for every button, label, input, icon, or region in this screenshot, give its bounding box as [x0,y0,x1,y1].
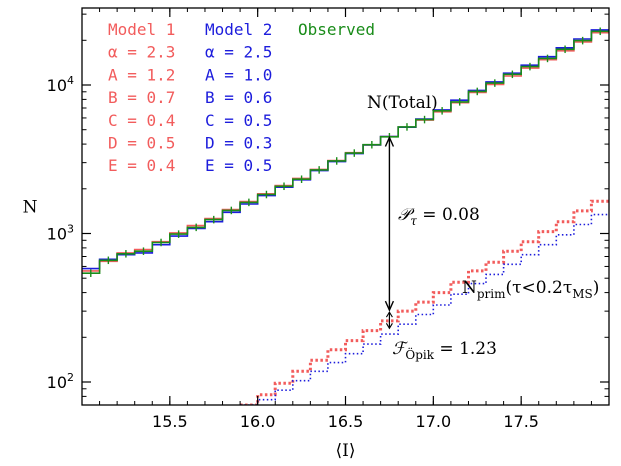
legend-title-observed: Observed [298,20,375,39]
series-primordial-model-2 [240,213,609,405]
legend-param: E = 0.5 [205,156,272,175]
ptau-arrow-head-up [384,135,395,147]
legend-param: E = 0.4 [108,156,175,175]
y-axis-label: N [23,198,38,218]
legend-param: A = 1.0 [205,65,272,84]
legend: Model 1 α = 2.3 A = 1.2 B = 0.7 C = 0.4 D = 0… [108,20,375,175]
x-tick-label: 16.0 [240,412,276,431]
nprim-label: Nprim(τ<0.2τMS) [462,278,599,301]
annotations: N(Total) 𝒫τ = 0.08 Nprim(τ<0.2τMS) ℱÖpik = … [367,93,599,362]
y-tick-label: 104 [47,74,74,95]
legend-param: B = 0.7 [108,88,175,107]
series-total-observed [82,30,609,274]
fopik-label: ℱÖpik = 1.23 [392,339,497,362]
axis-layer: 15.5 16.0 16.5 17.0 17.5 102 103 104 ⟨I⟩ N [23,8,609,461]
x-tick-label: 16.5 [328,412,364,431]
legend-title-model-1: Model 1 [108,20,175,39]
legend-param: C = 0.4 [108,111,175,130]
legend-param: α = 2.3 [108,43,175,62]
y-tick-label: 102 [47,371,74,392]
legend-param: A = 1.2 [108,65,175,84]
legend-param: α = 2.5 [205,43,272,62]
fopik-arrow-head-down [385,322,393,330]
x-tick-label: 15.5 [152,412,188,431]
legend-param: D = 0.5 [108,134,175,153]
legend-title-model-2: Model 2 [205,20,272,39]
legend-param: C = 0.5 [205,111,272,130]
ptau-arrow-head-down [384,300,395,312]
x-axis-label: ⟨I⟩ [336,441,356,461]
fopik-arrow-head-up [385,311,393,318]
total-label: N(Total) [367,93,438,113]
x-tick-label: 17.5 [503,412,539,431]
series-primordial-model-1 [240,199,609,405]
legend-param: D = 0.3 [205,134,272,153]
ptau-label: 𝒫τ = 0.08 [398,205,480,228]
y-tick-label: 103 [47,222,74,243]
x-tick-label: 17.0 [416,412,452,431]
legend-param: B = 0.6 [205,88,272,107]
series-layer [82,27,609,405]
